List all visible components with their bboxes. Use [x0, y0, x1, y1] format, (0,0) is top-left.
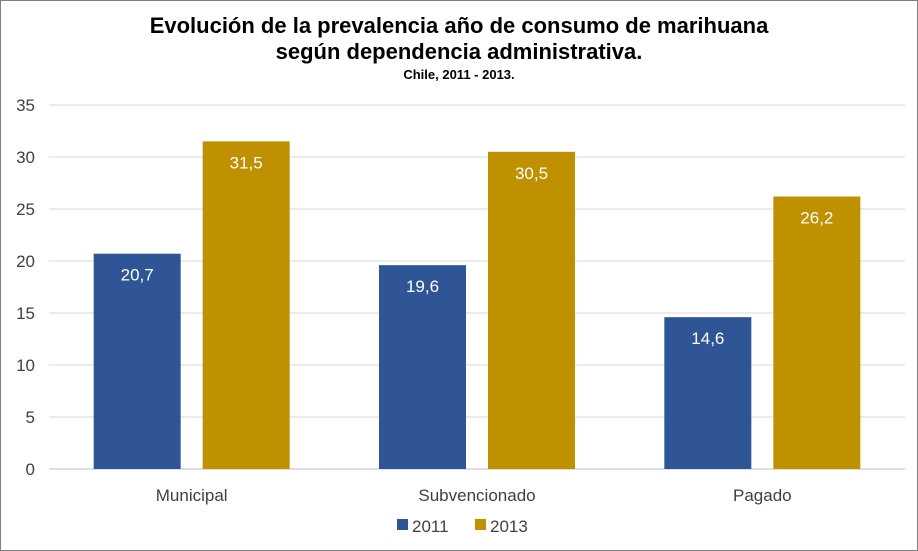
bar-2011-pagado	[664, 317, 752, 469]
bar-2013-municipal	[202, 141, 290, 469]
legend-swatch-2013	[475, 519, 486, 530]
y-tick-label: 35	[16, 96, 35, 115]
y-tick-label: 5	[26, 408, 35, 427]
data-label: 30,5	[515, 164, 548, 183]
data-label: 26,2	[800, 209, 833, 228]
legend-swatch-2011	[397, 519, 408, 530]
x-tick-label: Municipal	[156, 486, 228, 505]
legend-label-2011: 2011	[412, 517, 449, 536]
y-tick-label: 10	[16, 356, 35, 375]
x-tick-label: Pagado	[733, 486, 792, 505]
bar-2013-subvencionado	[488, 151, 575, 470]
y-tick-label: 20	[16, 252, 35, 271]
data-label: 14,6	[691, 329, 724, 348]
y-tick-label: 15	[16, 304, 35, 323]
data-label: 19,6	[406, 277, 439, 296]
data-label: 20,7	[121, 266, 154, 285]
bar-2011-subvencionado	[379, 265, 466, 469]
legend-label-2013: 2013	[490, 517, 528, 536]
data-label: 31,5	[230, 153, 263, 172]
x-tick-label: Subvencionado	[418, 486, 535, 505]
bar-2013-pagado	[773, 196, 861, 469]
bar-2011-municipal	[93, 253, 181, 469]
y-tick-label: 0	[26, 460, 35, 479]
chart-title: Evolución de la prevalencia año de consu…	[149, 13, 769, 38]
chart-title-line2: según dependencia administrativa.	[275, 39, 643, 64]
chart-subtitle: Chile, 2011 - 2013.	[403, 67, 515, 82]
y-tick-label: 25	[16, 200, 35, 219]
y-tick-label: 30	[16, 148, 35, 167]
